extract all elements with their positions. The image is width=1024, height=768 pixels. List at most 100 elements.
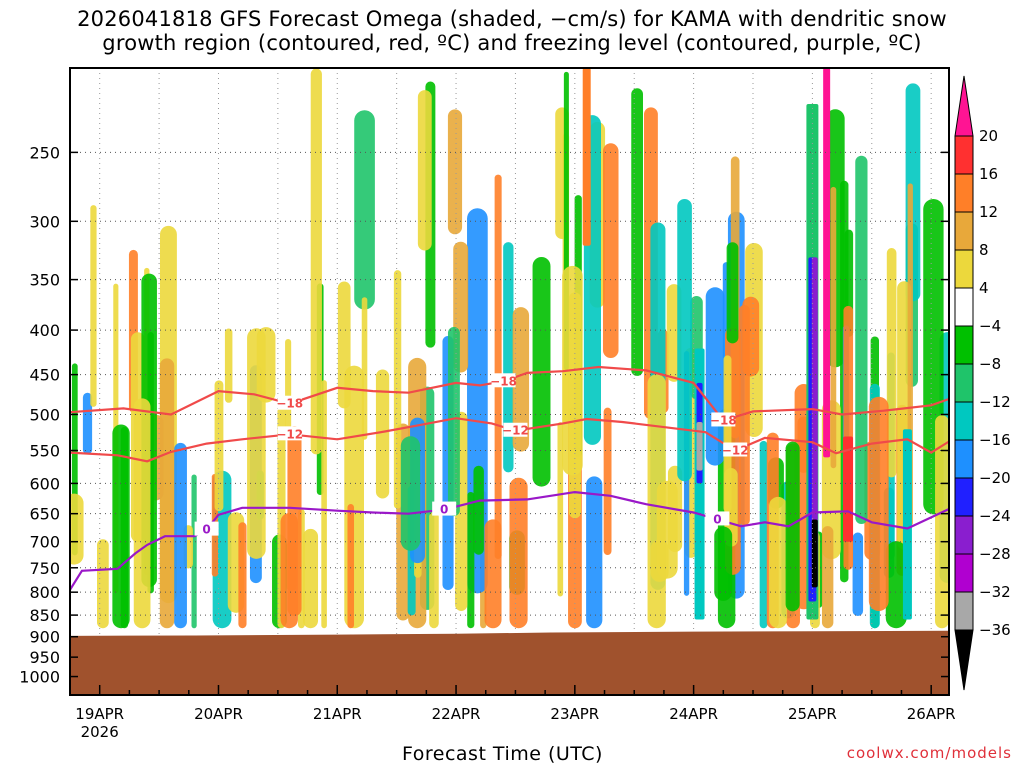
omega-streak-strong [811,257,818,583]
omega-streak [714,526,733,601]
contour-label: −18 [490,374,517,388]
omega-streak [586,476,603,629]
omega-streak [447,109,463,235]
omega-streak [133,398,151,629]
colorbar-segment [954,135,974,175]
plot-frame [69,67,950,696]
omega-streak [885,541,907,629]
omega-shading [70,68,949,629]
colorbar-label: −28 [979,545,1011,563]
y-tick-label: 250 [29,143,60,162]
omega-streak [400,436,421,551]
chart-title-line-2: growth region (contoured, red, ºC) and f… [102,31,922,55]
omega-streak [886,248,897,478]
omega-streak [509,477,528,629]
colorbar-segment [954,629,974,691]
colorbar-segment [954,401,974,441]
omega-streak-strong [811,519,818,588]
site-credit[interactable]: coolwx.com/models [846,744,1012,762]
omega-streak [354,110,375,310]
omega-streak [375,369,390,499]
omega-streak [224,328,233,403]
omega-streak [70,493,84,565]
x-tick-label: 24APR [669,705,718,723]
colorbar-label: −24 [979,507,1011,525]
colorbar-label: −16 [979,431,1011,449]
colorbar-segment [954,477,974,517]
x-tick-label: 21APR [313,705,362,723]
y-tick-label: 750 [29,559,60,578]
omega-streak [935,415,949,629]
omega-streak [337,281,351,409]
contour-label: 0 [713,512,721,526]
colorbar-label: 20 [979,127,998,145]
omega-streak [429,511,439,629]
colorbar-segment [954,591,974,631]
colorbar-label: −20 [979,469,1011,487]
omega-streak-strong [582,68,591,246]
omega-streak [503,242,514,473]
omega-streak [512,307,530,452]
chart-title-line-1: 2026041818 GFS Forecast Omega (shaded, −… [77,7,947,31]
x-tick-label: 19APR [75,705,124,723]
x-tick-label: 25APR [788,705,837,723]
omega-streak [769,496,788,629]
omega-streak [447,327,460,517]
contour-label-bg [705,511,730,526]
contour-label: 0 [202,523,210,537]
omega-streak [830,186,837,469]
y-tick-label: 700 [29,533,60,552]
colorbar-segment [954,211,974,251]
y-tick-label: 850 [29,606,60,625]
omega-streak [726,242,739,344]
y-tick-label: 450 [29,366,60,385]
omega-streak [677,198,692,482]
colorbar-segment [954,439,974,479]
omega-streak [417,90,432,251]
colorbar-label: 8 [979,241,989,259]
colorbar-segment [954,287,974,327]
omega-streak [347,504,355,629]
omega-streak [321,380,327,629]
omega-streak [557,422,564,597]
contour-label-bg [491,373,516,388]
omega-streak [467,491,475,629]
y-tick-label: 950 [29,648,60,667]
colorbar-segment [954,249,974,289]
x-tick-label: 23APR [550,705,599,723]
x-tick-label: 22APR [432,705,481,723]
colorbar-label: −36 [979,621,1011,639]
omega-streak [191,474,197,629]
contour-line [70,417,949,463]
omega-streak [280,513,298,629]
contour-label-bg [432,501,457,516]
y-tick-label: 900 [29,628,60,647]
omega-streak [742,296,760,377]
omega-streak [473,465,484,555]
omega-streak-strong [843,436,854,542]
colorbar-segment [954,173,974,213]
omega-streak [759,440,768,629]
colorbar-segment [954,325,974,365]
omega-streak [723,355,732,513]
omega-streak [603,407,612,555]
colorbar-label: −4 [979,317,1001,335]
omega-streak [852,532,864,617]
omega-streak [285,338,292,432]
contour-label-bg [711,412,736,427]
omega-streak-strong [902,429,912,620]
omega-streak [82,392,93,455]
y-axis: 250 300 350 400 450 500 550 600 650 700 750 800 850 9… [19,143,949,687]
omega-streak [214,380,224,512]
omega-streak [361,297,368,440]
x-axis-title: Forecast Time (UTC) [402,743,603,765]
omega-streak [90,205,97,407]
y-tick-label: 550 [29,442,60,461]
contour-label: −18 [710,413,737,427]
terrain-fill [70,630,949,695]
contour-label-bg [723,442,748,457]
omega-streak [112,424,130,629]
omega-streak-strong [696,421,703,471]
